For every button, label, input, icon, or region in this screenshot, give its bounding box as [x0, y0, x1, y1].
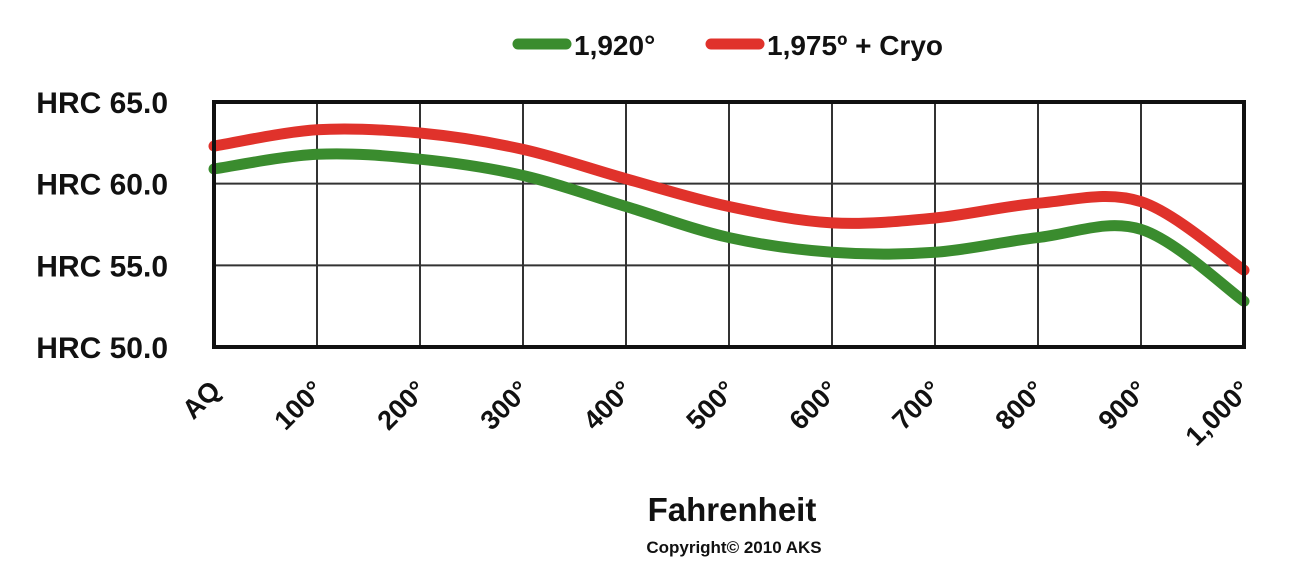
x-axis-tick-labels: AQ 100° 200° 300° 400° 500° 600° 700° 800° 900° 1,…: [176, 375, 1256, 452]
copyright-text: Copyright© 2010 AKS: [646, 538, 821, 557]
x-tick-label: 200°: [372, 375, 433, 436]
x-tick-label: 1,000°: [1180, 375, 1257, 452]
y-tick-label: HRC 65.0: [36, 87, 168, 120]
y-tick-label: HRC 55.0: [36, 250, 168, 283]
x-tick-label: 700°: [887, 375, 948, 436]
legend-label-2: 1,975º + Cryo: [767, 30, 943, 61]
plot-border: [212, 100, 1246, 349]
y-tick-label: HRC 60.0: [36, 169, 168, 202]
x-tick-label: 300°: [475, 375, 536, 436]
series-line-1: [208, 148, 1250, 307]
series-line-2: [208, 123, 1250, 276]
legend: 1,920° 1,975º + Cryo: [512, 30, 943, 61]
x-tick-label: 500°: [681, 375, 742, 436]
legend-label-1: 1,920°: [574, 30, 655, 61]
x-tick-label: 800°: [990, 375, 1051, 436]
x-tick-label: 900°: [1093, 375, 1154, 436]
x-tick-label: AQ: [176, 375, 226, 425]
x-axis-title: Fahrenheit: [648, 491, 817, 528]
x-tick-label: 400°: [578, 375, 639, 436]
y-tick-label: HRC 50.0: [36, 332, 168, 365]
y-axis-tick-labels: HRC 65.0 HRC 60.0 HRC 55.0 HRC 50.0: [36, 87, 168, 365]
x-tick-label: 100°: [269, 375, 330, 436]
x-tick-label: 600°: [784, 375, 845, 436]
series-layer: [208, 123, 1250, 307]
